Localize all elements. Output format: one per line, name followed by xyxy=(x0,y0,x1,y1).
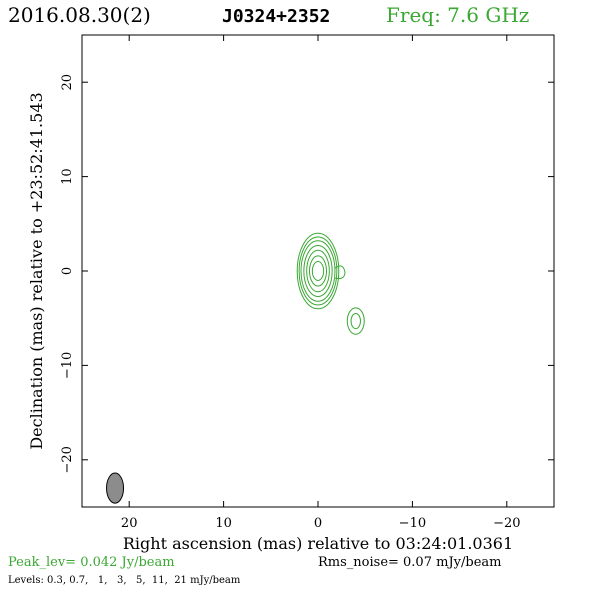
x-tick-label: 0 xyxy=(314,516,322,531)
rms-noise: Rms_noise= 0.07 mJy/beam xyxy=(318,555,501,570)
frequency-label: Freq: 7.6 GHz xyxy=(386,3,529,27)
y-tick-label: 10 xyxy=(60,168,75,185)
peak-level: Peak_lev= 0.042 Jy/beam xyxy=(8,555,175,570)
x-tick-label: −20 xyxy=(493,516,520,531)
source-name: J0324+2352 xyxy=(222,6,330,27)
y-tick-label: −10 xyxy=(60,352,75,379)
contour-ring-c1-1 xyxy=(296,232,340,310)
contour-ring-c1-7 xyxy=(311,261,325,281)
y-tick-label: 0 xyxy=(60,267,75,275)
contour-ring-c1-6 xyxy=(309,255,327,287)
axis-tick-labels: 20 10 0 −10 −20 20 10 0 −10 −20 xyxy=(60,74,521,531)
contour-ring-c1-2 xyxy=(298,236,338,306)
observation-date: 2016.08.30(2) xyxy=(8,3,151,27)
x-tick-label: 10 xyxy=(215,516,232,531)
contour-lines xyxy=(296,232,365,335)
contour-ring-c1-5 xyxy=(306,249,330,293)
plot-frame xyxy=(81,34,555,508)
y-tick-label: 20 xyxy=(60,74,75,91)
axis-ticks xyxy=(82,35,554,507)
contour-lobe xyxy=(334,265,346,280)
beam-shape xyxy=(106,472,125,504)
y-tick-label: −20 xyxy=(60,446,75,473)
x-axis-label: Right ascension (mas) relative to 03:24:… xyxy=(123,534,513,553)
x-tick-label: −10 xyxy=(399,516,426,531)
contour-ring-c1-3 xyxy=(300,240,336,302)
contour-levels: Levels: 0.3, 0.7, 1, 3, 5, 11, 21 mJy/be… xyxy=(8,575,241,586)
y-axis-label: Declination (mas) relative to +23:52:41.… xyxy=(27,92,46,449)
contour-ring-c2-2 xyxy=(350,312,361,330)
contour-ring-c2-1 xyxy=(346,307,365,335)
contour-ring-c1-4 xyxy=(303,245,333,297)
x-tick-label: 20 xyxy=(121,516,138,531)
beam-ellipse xyxy=(106,472,125,504)
